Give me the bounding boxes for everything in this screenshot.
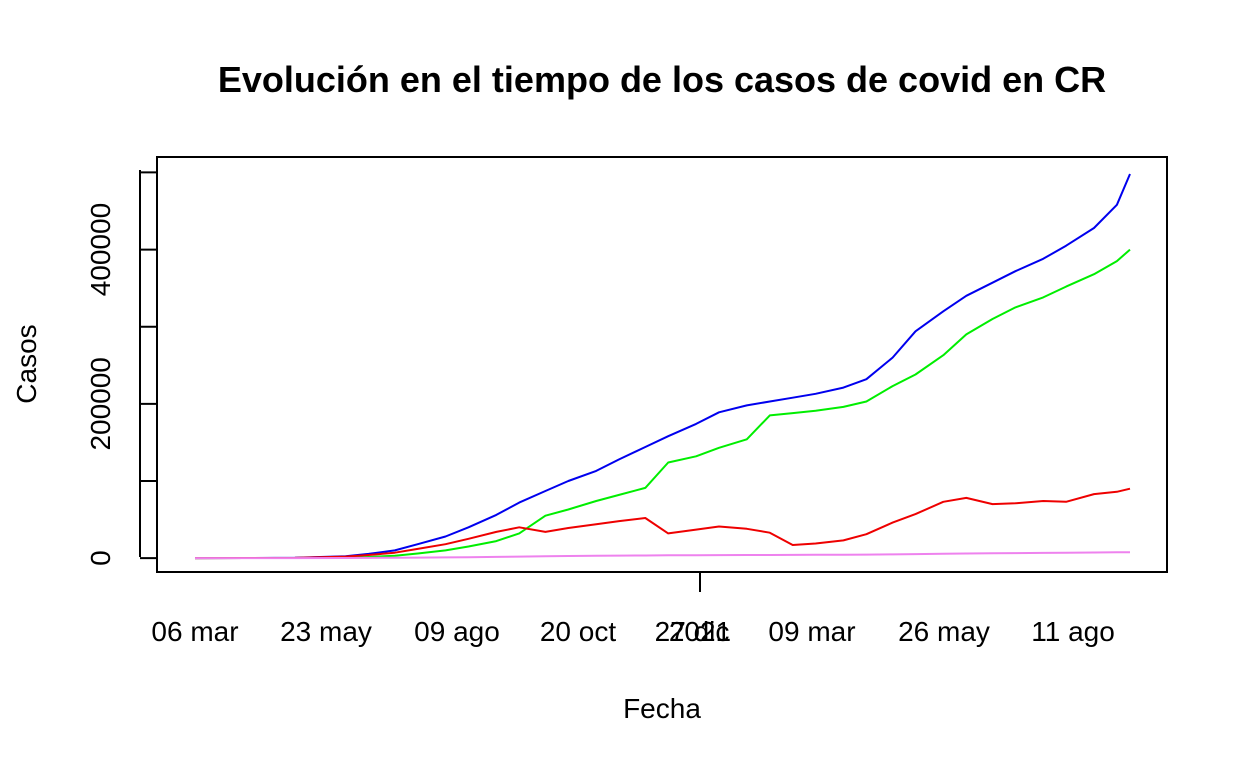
x-tick-label: 09 mar xyxy=(768,616,855,647)
y-axis: 0 200000 400000 xyxy=(85,170,157,566)
series-line-4 xyxy=(195,551,1131,560)
y-tick-label: 0 xyxy=(85,550,116,566)
chart-title: Evolución en el tiempo de los casos de c… xyxy=(218,59,1106,100)
x-axis-label: Fecha xyxy=(623,693,701,724)
series-line-3 xyxy=(194,487,1131,560)
x-tick-label: 26 may xyxy=(898,616,990,647)
x-tick-label: 06 mar xyxy=(151,616,238,647)
plot-frame xyxy=(156,156,1168,573)
y-axis-label: Casos xyxy=(11,324,42,403)
x-tick-label: 2021 xyxy=(669,616,731,647)
series-group xyxy=(194,173,1131,560)
series-line-2 xyxy=(194,248,1131,560)
x-tick-label: 27 dic xyxy=(655,616,730,647)
y-tick-label: 200000 xyxy=(85,357,116,450)
series-line-1 xyxy=(194,173,1131,560)
x-tick-label: 23 may xyxy=(280,616,372,647)
x-tick-label: 11 ago xyxy=(1031,616,1115,647)
y-tick-label: 400000 xyxy=(85,203,116,296)
x-tick-label: 09 ago xyxy=(414,616,500,647)
x-tick-label: 20 oct xyxy=(540,616,616,647)
